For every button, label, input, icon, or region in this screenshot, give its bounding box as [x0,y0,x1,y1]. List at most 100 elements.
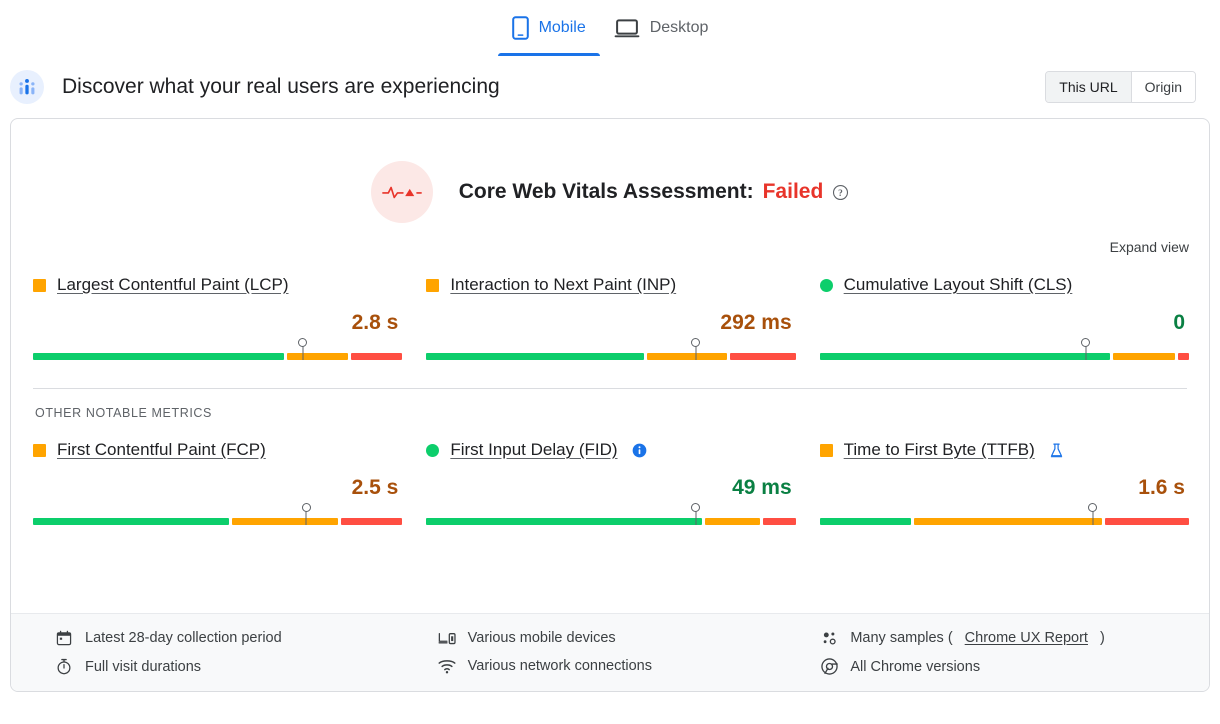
expand-view-row: Expand view [11,223,1209,255]
failed-pulse-icon [370,161,433,223]
footer-item-label: All Chrome versions [850,658,981,675]
metric-inp: Interaction to Next Paint (INP) 292 ms [426,275,796,360]
metric-fcp-label[interactable]: First Contentful Paint (FCP) [57,440,266,459]
metric-ttfb-label[interactable]: Time to First Byte (TTFB) [843,440,1035,459]
tab-mobile-label: Mobile [538,19,586,36]
dist-segment-average [1113,353,1176,360]
metric-inp-distribution [426,343,796,360]
devices-icon [438,631,456,646]
network-wifi-icon [438,659,456,674]
metric-cls-label[interactable]: Cumulative Layout Shift (CLS) [843,275,1073,294]
dist-segment-good [33,353,284,360]
dist-segment-poor [762,518,796,525]
dist-segment-poor [730,353,796,360]
assessment-result: Failed [762,180,824,203]
footer-column-samples: Many samples ( Chrome UX Report ) All Ch… [820,630,1189,675]
experiment-flask-icon[interactable] [1049,442,1064,459]
metric-lcp-header: Largest Contentful Paint (LCP) [33,275,402,295]
dist-segment-average [913,518,1103,525]
footer-item-chrome-versions: All Chrome versions [820,658,1189,675]
tab-desktop-label: Desktop [649,19,709,36]
field-data-card: Core Web Vitals Assessment: Failed ? Exp… [10,118,1210,692]
status-badge-average [33,443,46,457]
dist-segment-good [819,353,1111,360]
metric-fid: First Input Delay (FID) 49 ms [426,440,796,525]
dist-segment-poor [1178,353,1189,360]
footer-item-label: Many samples ( [850,630,953,646]
metric-lcp-distribution [33,343,403,360]
mobile-phone-icon [511,16,529,40]
samples-icon [820,631,838,646]
percentile-marker [1092,508,1094,525]
page-title: Discover what your real users are experi… [62,75,500,98]
metric-cls-header: Cumulative Layout Shift (CLS) [819,275,1189,295]
footer-item-label: Latest 28-day collection period [85,630,282,646]
footer-item-network: Various network connections [438,658,807,674]
device-tabs: Mobile Desktop [0,0,1220,56]
metric-fcp-distribution [33,508,403,525]
metric-ttfb-distribution [819,508,1189,525]
metric-cls-distribution [819,343,1189,360]
footer-item-label-suffix: ) [1099,630,1105,646]
other-metrics-heading: OTHER NOTABLE METRICS [35,406,212,420]
dist-segment-poor [340,518,403,525]
dist-segment-good [426,518,703,525]
dist-segment-average [232,518,338,525]
scope-toggle: This URL Origin [1045,71,1196,103]
dist-segment-good [819,518,911,525]
real-users-icon [10,70,44,104]
help-circle-icon[interactable]: ? [832,184,849,201]
section-divider [33,388,1187,389]
percentile-marker [302,343,304,360]
metric-cls-value: 0 [1173,311,1185,334]
calendar-icon [55,630,73,646]
footer-item-devices: Various mobile devices [438,630,807,646]
footer-item-collection-period: Latest 28-day collection period [55,630,424,646]
footer-item-visit-durations: Full visit durations [55,658,424,675]
metric-fcp-value: 2.5 s [351,476,399,499]
tab-desktop[interactable]: Desktop [600,0,723,56]
footer-item-label: Various mobile devices [467,630,616,646]
metric-lcp: Largest Contentful Paint (LCP) 2.8 s [33,275,403,360]
dist-segment-poor [351,353,403,360]
metric-cls: Cumulative Layout Shift (CLS) 0 [819,275,1189,360]
metric-lcp-value: 2.8 s [351,311,399,334]
expand-view-button[interactable]: Expand view [1109,239,1189,255]
footer-column-collection: Latest 28-day collection period Full vis… [55,630,424,675]
footer-column-devices: Various mobile devices Various network c… [438,630,807,675]
tab-active-underline [497,53,600,56]
core-web-vitals-metrics: Largest Contentful Paint (LCP) 2.8 s Int… [11,255,1209,360]
data-provenance-footer: Latest 28-day collection period Full vis… [11,613,1209,691]
dist-segment-good [426,353,645,360]
metric-lcp-label[interactable]: Largest Contentful Paint (LCP) [57,275,289,294]
tab-mobile[interactable]: Mobile [497,0,600,56]
core-web-vitals-assessment: Core Web Vitals Assessment: Failed ? [11,119,1209,223]
dist-segment-average [647,353,728,360]
scope-this-url-button[interactable]: This URL [1046,72,1131,102]
metric-ttfb-value: 1.6 s [1138,476,1185,499]
percentile-marker [695,508,697,525]
info-icon[interactable] [632,443,647,458]
metric-ttfb-header: Time to First Byte (TTFB) [819,440,1189,460]
metric-fid-header: First Input Delay (FID) [426,440,795,460]
percentile-marker [695,343,697,360]
metric-fid-value: 49 ms [732,476,792,499]
metric-fcp-header: First Contentful Paint (FCP) [33,440,402,460]
status-badge-good [819,278,833,292]
percentile-marker [1085,343,1087,360]
footer-item-label: Various network connections [467,658,652,674]
dist-segment-poor [1105,518,1189,525]
metric-inp-label[interactable]: Interaction to Next Paint (INP) [450,275,677,294]
dist-segment-average [286,353,349,360]
assessment-text: Core Web Vitals Assessment: Failed ? [459,180,850,204]
status-badge-average [33,278,46,292]
metric-fid-label[interactable]: First Input Delay (FID) [450,440,618,459]
laptop-icon [614,17,640,39]
chrome-ux-report-link[interactable]: Chrome UX Report [964,630,1088,646]
scope-origin-button[interactable]: Origin [1130,72,1195,102]
dist-segment-good [33,518,230,525]
status-badge-average [819,443,833,457]
stopwatch-icon [55,658,73,675]
metric-fcp: First Contentful Paint (FCP) 2.5 s [33,440,403,525]
assessment-label: Core Web Vitals Assessment: [458,180,754,203]
